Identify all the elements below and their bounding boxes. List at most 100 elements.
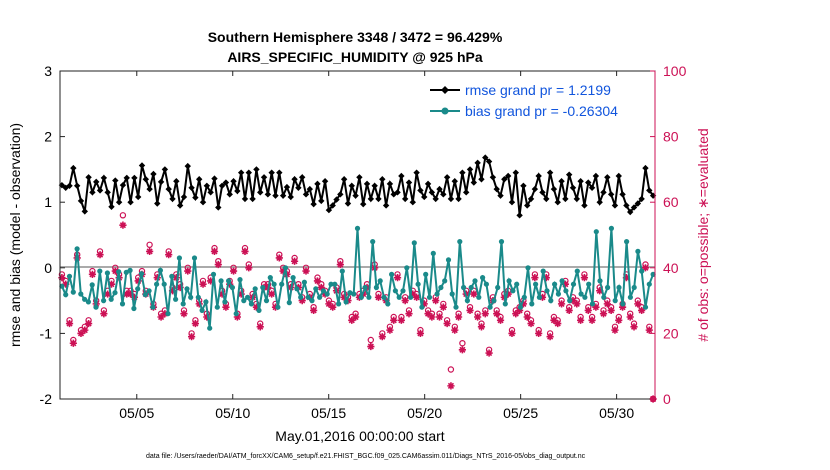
obs-evaluated-point xyxy=(603,300,611,308)
rmse-point xyxy=(85,174,92,181)
rmse-point xyxy=(440,191,447,198)
bias-point xyxy=(70,289,76,295)
axes: 3 2 1 0 -1 -2 100 80 60 40 20 0 05/05 05/10 05/15 05/20… xyxy=(40,63,687,421)
rmse-point xyxy=(443,174,451,181)
bias-point xyxy=(157,267,163,273)
bias-point xyxy=(294,286,300,292)
obs-evaluated-point xyxy=(374,293,383,301)
bias-point xyxy=(85,299,91,305)
rmse-point xyxy=(585,179,592,186)
bias-point xyxy=(248,301,254,307)
rmse-point xyxy=(93,178,100,186)
bias-point xyxy=(434,291,440,297)
obs-evaluated-point xyxy=(413,293,421,301)
rmse-point xyxy=(466,166,474,173)
bias-point xyxy=(430,250,436,256)
obs-evaluated-point xyxy=(531,274,539,282)
rmse-point xyxy=(398,172,405,180)
rmse-point xyxy=(573,195,581,203)
bias-point xyxy=(620,301,626,307)
obs-evaluated-point xyxy=(416,329,425,337)
bias-point xyxy=(536,294,543,300)
bias-point xyxy=(358,294,364,300)
bias-point xyxy=(506,278,512,284)
obs-evaluated-point xyxy=(100,310,108,318)
obs-evaluated-point xyxy=(496,316,505,324)
rmse-point xyxy=(199,199,207,206)
rmse-point xyxy=(512,169,519,176)
bias-point xyxy=(336,301,342,307)
obs-evaluated-point xyxy=(554,319,562,328)
rmse-point xyxy=(310,200,317,208)
obs-evaluated-point xyxy=(515,306,524,315)
bias-point xyxy=(639,268,645,274)
bias-point xyxy=(514,281,520,287)
x-tick-label: 05/20 xyxy=(407,405,442,421)
y-tick-label-left: 2 xyxy=(44,129,52,145)
rmse-point xyxy=(596,199,603,206)
obs-evaluated-point xyxy=(622,274,630,282)
bias-point xyxy=(457,239,463,245)
obs-evaluated-point xyxy=(367,342,375,351)
obs-evaluated-point xyxy=(302,267,310,275)
obs-evaluated-point xyxy=(477,323,486,331)
x-tick-label: 05/15 xyxy=(311,405,346,421)
obs-evaluated-point xyxy=(546,333,554,341)
rmse-point xyxy=(463,189,470,196)
rmse-point xyxy=(318,197,325,205)
rmse-point xyxy=(592,172,600,180)
legend-bias-marker xyxy=(441,107,449,115)
rmse-point xyxy=(287,193,294,201)
obs-evaluated-point xyxy=(317,283,325,292)
bias-point xyxy=(131,305,137,312)
obs-evaluated-point xyxy=(126,290,135,298)
obs-evaluated-point xyxy=(119,221,127,229)
rmse-point xyxy=(485,158,493,165)
rmse-point xyxy=(459,169,466,176)
rmse-point xyxy=(188,184,195,191)
bias-point xyxy=(93,304,99,310)
obs-evaluated-point xyxy=(424,310,432,318)
bias-point xyxy=(449,291,455,297)
obs-evaluated-point xyxy=(565,306,573,315)
obs-evaluated-point xyxy=(123,290,131,298)
obs-evaluated-point xyxy=(214,260,222,269)
rmse-point xyxy=(520,182,527,189)
rmse-point xyxy=(497,192,504,199)
bias-point xyxy=(627,294,634,300)
bias-point xyxy=(104,270,110,276)
bias-point xyxy=(176,255,182,261)
obs-evaluated-point xyxy=(229,267,238,275)
rmse-point xyxy=(272,192,279,199)
rmse-point xyxy=(333,196,340,203)
obs-evaluated-point xyxy=(557,300,566,308)
y-tick-label-left: 0 xyxy=(44,260,52,276)
bias-point xyxy=(214,304,220,310)
rmse-point xyxy=(138,162,146,169)
bias-point xyxy=(339,268,345,274)
rmse-point xyxy=(127,199,134,206)
bias-point xyxy=(135,286,141,292)
obs-evaluated-point xyxy=(428,313,436,321)
bias-point xyxy=(142,292,148,298)
bias-point xyxy=(298,294,304,300)
rmse-point xyxy=(257,189,264,196)
bias-point xyxy=(423,271,429,277)
obs-evaluated-point xyxy=(397,316,405,324)
bias-point xyxy=(597,278,603,284)
rmse-point xyxy=(550,185,558,193)
bias-point xyxy=(173,296,179,302)
obs-evaluated-point xyxy=(96,251,104,259)
rmse-point xyxy=(569,184,577,191)
rmse-point xyxy=(600,189,607,196)
rmse-point xyxy=(409,199,417,206)
bias-point xyxy=(555,291,562,297)
rmse-point xyxy=(100,174,108,182)
obs-evaluated-point xyxy=(512,310,520,318)
y-tick-label-left: 3 xyxy=(44,63,52,79)
obs-evaluated-point xyxy=(111,267,119,275)
obs-evaluated-point xyxy=(88,270,97,278)
y-tick-label-right: 60 xyxy=(663,194,679,210)
rmse-point xyxy=(222,179,230,186)
